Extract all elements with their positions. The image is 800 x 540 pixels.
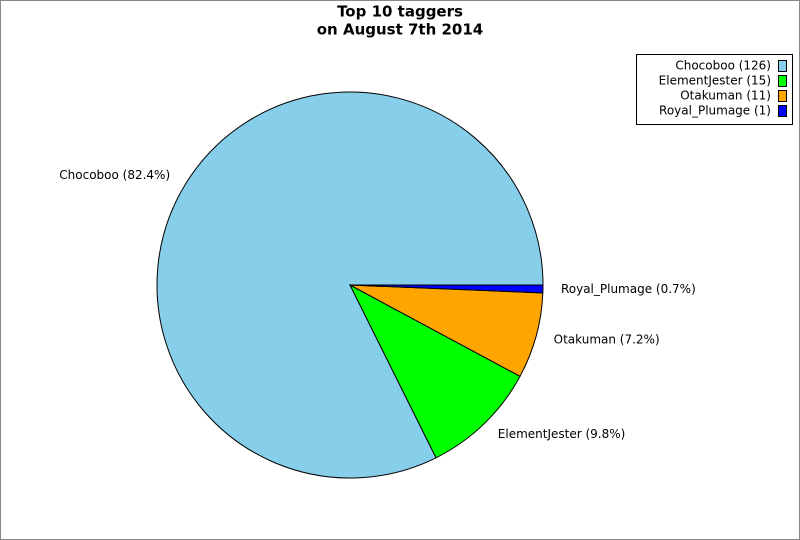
pie-slice	[349, 284, 544, 294]
legend-label: ElementJester (15)	[659, 74, 771, 88]
chart-subtitle: on August 7th 2014	[317, 21, 484, 39]
slice-label: Chocoboo (82.4%)	[59, 168, 170, 182]
legend-swatch	[778, 60, 787, 72]
pie-slice	[348, 283, 521, 459]
legend-box	[636, 54, 793, 125]
slice-label: Otakuman (7.2%)	[554, 332, 660, 346]
slice-label: ElementJester (9.8%)	[498, 427, 626, 441]
legend-swatch	[778, 105, 787, 117]
legend-swatch	[778, 75, 787, 87]
chart-title: Top 10 taggers	[337, 3, 463, 21]
legend-label: Otakuman (11)	[680, 89, 771, 103]
legend-label: Chocoboo (126)	[675, 59, 771, 73]
slice-label: Royal_Plumage (0.7%)	[561, 282, 696, 296]
legend-label: Royal_Plumage (1)	[659, 104, 771, 118]
legend-swatch	[778, 90, 787, 102]
